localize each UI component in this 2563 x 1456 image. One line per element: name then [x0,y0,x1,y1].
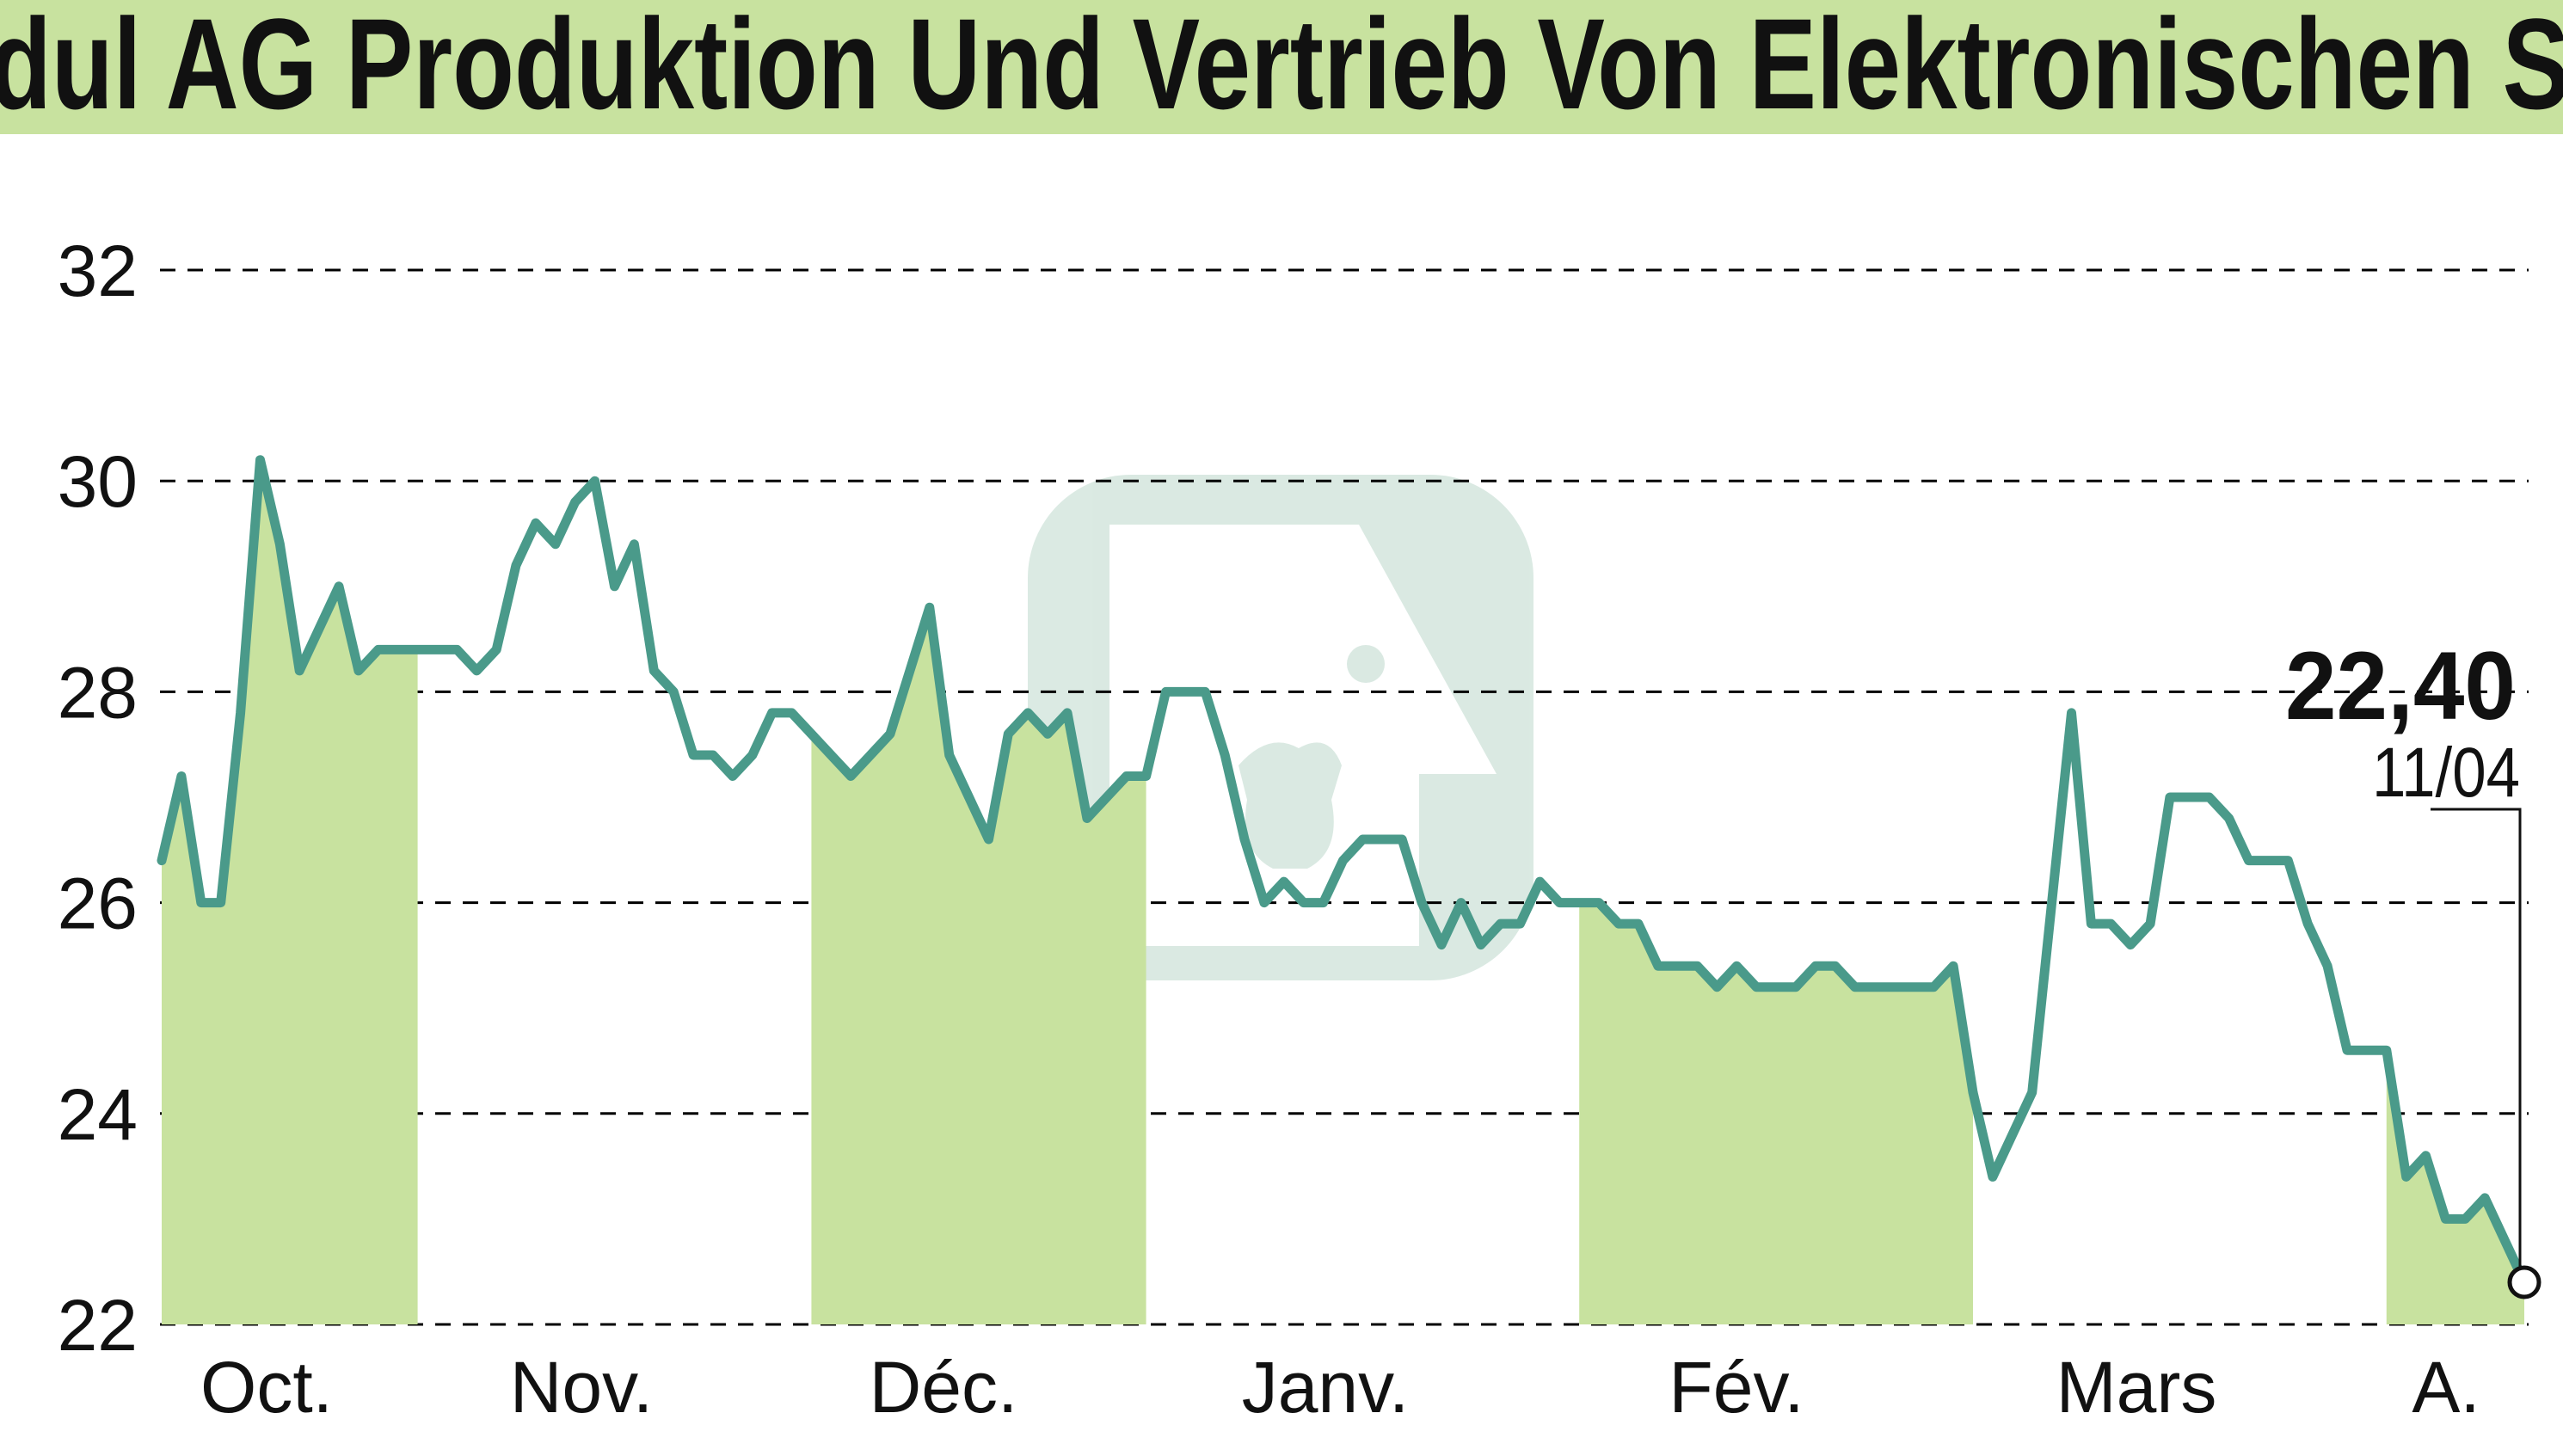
chart-title: dul AG Produktion Und Vertrieb Von Elekt… [0,0,2563,136]
last-date-label: 11/04 [2372,734,2520,812]
title-band: dul AG Produktion Und Vertrieb Von Elekt… [0,0,2563,136]
y-tick-label-30: 30 [58,441,138,522]
y-tick-label-32: 32 [58,230,138,311]
x-month-label-dc: Déc. [870,1347,1018,1428]
x-axis-month-labels: Oct. Nov. Déc. Janv. Fév. Mars A. [200,1347,2480,1428]
last-value-leader-line [2431,808,2522,1268]
y-tick-label-26: 26 [58,863,138,944]
bull-icon [1238,742,1342,869]
last-value-marker [2507,1265,2541,1299]
last-value-label: 22,40 [2285,632,2516,740]
title-background [0,0,2563,134]
x-month-label-janv: Janv. [1242,1347,1410,1428]
y-tick-label-22: 22 [58,1285,138,1366]
x-month-label-fv: Fév. [1669,1347,1804,1428]
watermark-dot [1347,645,1385,683]
price-line [157,455,2529,1287]
y-tick-label-28: 28 [58,652,138,733]
x-month-label-oct: Oct. [200,1347,333,1428]
last-value-annotation: 22,40 11/04 [2285,632,2541,1299]
grid-lines [160,268,2529,1326]
x-month-label-nov: Nov. [510,1347,653,1428]
x-month-label-a: A. [2412,1347,2480,1428]
x-month-label-mars: Mars [2056,1347,2217,1428]
y-axis-ticks: 22 24 26 28 30 32 [58,230,138,1366]
y-tick-label-24: 24 [58,1074,138,1155]
price-series-line [157,455,2529,1287]
